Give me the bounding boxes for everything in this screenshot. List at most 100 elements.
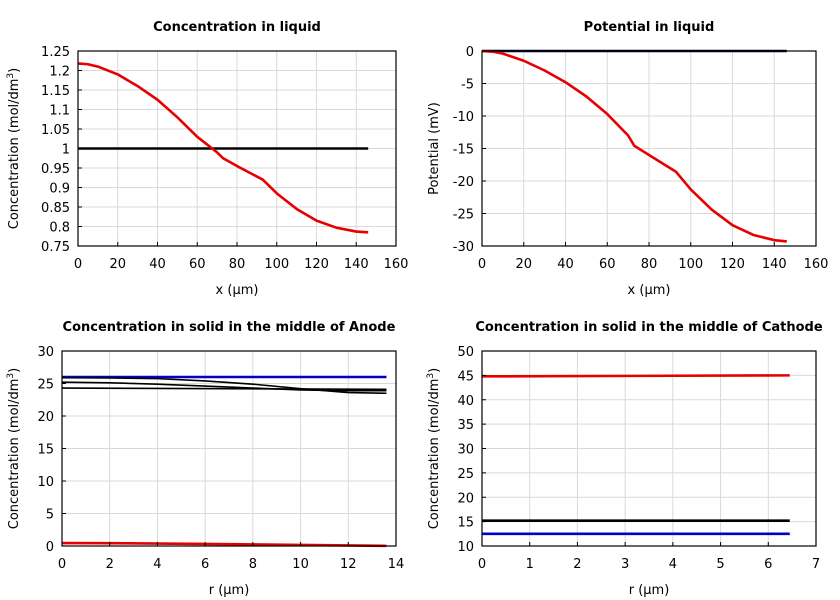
y-axis-label-sup: 3 (6, 73, 16, 79)
y-tick-label: 40 (457, 394, 474, 409)
y-tick-label: 10 (457, 540, 474, 555)
y-tick-label: 20 (457, 491, 474, 506)
y-tick-label: 0.85 (41, 201, 70, 216)
chart-title: Potential in liquid (584, 20, 715, 35)
y-tick-label: -30 (453, 240, 474, 255)
series-line-4 (61, 541, 387, 548)
x-tick-label: 6 (201, 557, 209, 572)
x-tick-label: 0 (58, 557, 66, 572)
y-axis-label-main: Concentration (mol/dm (7, 79, 22, 230)
y-tick-label: 1.1 (49, 104, 70, 119)
y-tick-label: 1.25 (41, 45, 70, 60)
y-axis-label-tail: ) (7, 68, 22, 73)
y-axis-label-main: Potential (mV) (427, 102, 442, 195)
x-tick-label: 0 (478, 557, 486, 572)
x-tick-label: 0 (478, 257, 486, 272)
x-axis-label: r (µm) (209, 583, 250, 598)
y-axis-label-tail: ) (427, 368, 442, 373)
y-tick-label: 0.9 (49, 182, 70, 197)
y-axis-label: Concentration (mol/dm3) (6, 68, 22, 230)
series-line-1 (77, 62, 369, 234)
y-tick-label: -15 (453, 143, 474, 158)
panel-concentration-liquid: 0 20 40 60 80 100 120 140 160 0.75 0.8 0.85 0.9 0.95 1… (6, 20, 408, 298)
x-tick-label: 2 (573, 557, 581, 572)
y-tick-label: 45 (457, 369, 474, 384)
x-tick-label: 4 (669, 557, 677, 572)
y-tick-label: 30 (37, 345, 54, 360)
series-line-1 (481, 49, 787, 243)
x-tick-label: 60 (599, 257, 616, 272)
x-tick-label: 20 (109, 257, 126, 272)
x-axis-label: x (µm) (216, 283, 259, 298)
chart-title: Concentration in liquid (153, 20, 321, 35)
x-tick-label: 140 (344, 257, 369, 272)
y-tick-label: 0 (466, 45, 474, 60)
y-tick-label: 0 (46, 540, 54, 555)
y-axis-label: Potential (mV) (427, 102, 442, 195)
y-tick-label: 20 (37, 410, 54, 425)
x-tick-label: 40 (149, 257, 166, 272)
y-tick-label: 15 (457, 516, 474, 531)
y-tick-label: 25 (457, 467, 474, 482)
x-tick-label: 120 (304, 257, 329, 272)
y-tick-label: -20 (453, 175, 474, 190)
series-line-1 (61, 376, 387, 395)
x-tick-label: 160 (384, 257, 409, 272)
y-axis-label-main: Concentration (mol/dm (427, 379, 442, 530)
x-tick-label: 100 (264, 257, 289, 272)
chart-title: Concentration in solid in the middle of … (63, 320, 396, 335)
y-tick-label: 10 (37, 475, 54, 490)
y-tick-label: 1.15 (41, 84, 70, 99)
y-tick-label: -25 (453, 208, 474, 223)
x-tick-label: 4 (153, 557, 161, 572)
x-tick-label: 5 (716, 557, 724, 572)
x-tick-label: 14 (388, 557, 405, 572)
x-tick-label: 12 (340, 557, 357, 572)
y-tick-label: 35 (457, 418, 474, 433)
x-tick-label: 6 (764, 557, 772, 572)
x-tick-label: 7 (812, 557, 820, 572)
y-tick-label: 1 (62, 143, 70, 158)
x-tick-label: 120 (720, 257, 745, 272)
y-axis-label-sup: 3 (6, 373, 16, 379)
x-tick-label: 3 (621, 557, 629, 572)
x-tick-label: 1 (526, 557, 534, 572)
y-axis-label-main: Concentration (mol/dm (7, 379, 22, 530)
y-tick-label: 0.75 (41, 240, 70, 255)
series-line-0 (481, 374, 790, 378)
x-tick-label: 8 (249, 557, 257, 572)
y-tick-label: -5 (461, 78, 474, 93)
x-tick-label: 140 (762, 257, 787, 272)
panel-potential-liquid: 0 20 40 60 80 100 120 140 160 -30 -25 -20 -15 -10 -5 0 P… (427, 20, 828, 298)
y-axis-label-tail: ) (7, 368, 22, 373)
y-tick-label: 15 (37, 443, 54, 458)
panel-concentration-solid-cathode: 0 1 2 3 4 5 6 7101520253035404550Concentration … (426, 320, 823, 598)
series-line-3 (61, 387, 387, 391)
x-tick-label: 160 (804, 257, 829, 272)
x-axis-label: r (µm) (629, 583, 670, 598)
x-tick-label: 20 (515, 257, 532, 272)
y-tick-label: 0.8 (49, 221, 70, 236)
y-tick-label: 25 (37, 378, 54, 393)
x-tick-label: 60 (189, 257, 206, 272)
y-tick-label: 0.95 (41, 162, 70, 177)
y-tick-label: 1.2 (49, 65, 70, 80)
x-tick-label: 80 (641, 257, 658, 272)
x-tick-label: 10 (292, 557, 309, 572)
panel-concentration-solid-anode: 0 2 4 6 8 10 12 14 0 5 10 15 20 25 30 Concentration in … (6, 320, 404, 598)
y-tick-label: 30 (457, 443, 474, 458)
x-tick-label: 40 (557, 257, 574, 272)
y-tick-label: 5 (46, 508, 54, 523)
x-tick-label: 80 (229, 257, 246, 272)
y-tick-label: 1.05 (41, 123, 70, 138)
x-tick-label: 0 (74, 257, 82, 272)
x-tick-label: 100 (678, 257, 703, 272)
y-tick-label: -10 (453, 110, 474, 125)
y-tick-label: 50 (457, 345, 474, 360)
series-line-2 (61, 381, 387, 392)
x-axis-label: x (µm) (628, 283, 671, 298)
y-axis-label: Concentration (mol/dm3) (6, 368, 22, 530)
y-axis-label-sup: 3 (426, 373, 436, 379)
x-tick-label: 2 (106, 557, 114, 572)
